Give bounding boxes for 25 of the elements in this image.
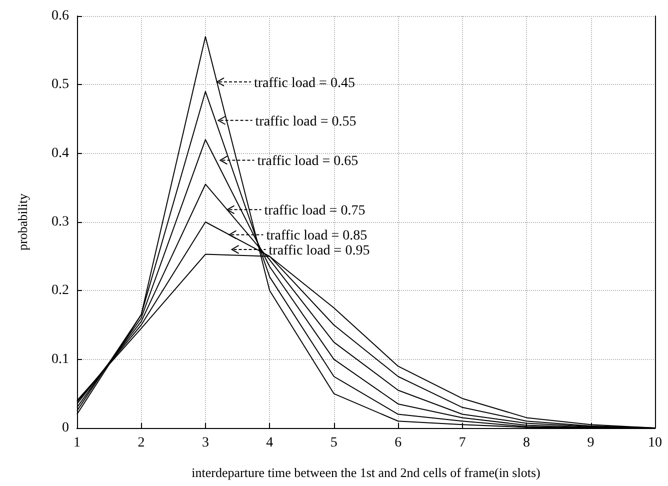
x-axis-title: interdeparture time between the 1st and 2nd cells of frame(in slots): [192, 465, 540, 480]
x-tick-label: 10: [648, 436, 662, 450]
x-tick-label: 6: [394, 436, 402, 450]
y-tick-label: 0.4: [52, 146, 69, 161]
x-tick-label: 2: [138, 436, 145, 450]
y-tick-label: 0.1: [52, 352, 69, 367]
annotation: traffic load = 0.55: [255, 114, 356, 130]
x-tick-label: 7: [458, 436, 466, 450]
annotation: traffic load = 0.65: [257, 154, 358, 170]
x-tick-label: 8: [523, 436, 530, 450]
x-tick-label: 9: [587, 436, 594, 450]
y-tick-label: 0.6: [52, 8, 69, 24]
annotation: traffic load = 0.95: [268, 243, 370, 258]
x-tick-label: 5: [330, 436, 338, 450]
annotation: traffic load = 0.45: [254, 76, 355, 91]
x-tick-label: 4: [266, 436, 274, 450]
y-axis-title: probability: [15, 192, 30, 251]
y-tick-label: 0.5: [52, 77, 69, 92]
annotation: traffic load = 0.75: [264, 204, 366, 219]
y-tick-label: 0: [62, 420, 69, 436]
annotation: traffic load = 0.85: [266, 228, 368, 244]
x-tick-label: 3: [202, 436, 209, 450]
y-tick-label: 0.2: [52, 283, 69, 298]
x-tick-label: 1: [74, 436, 80, 450]
y-tick-label: 0.3: [52, 214, 69, 230]
